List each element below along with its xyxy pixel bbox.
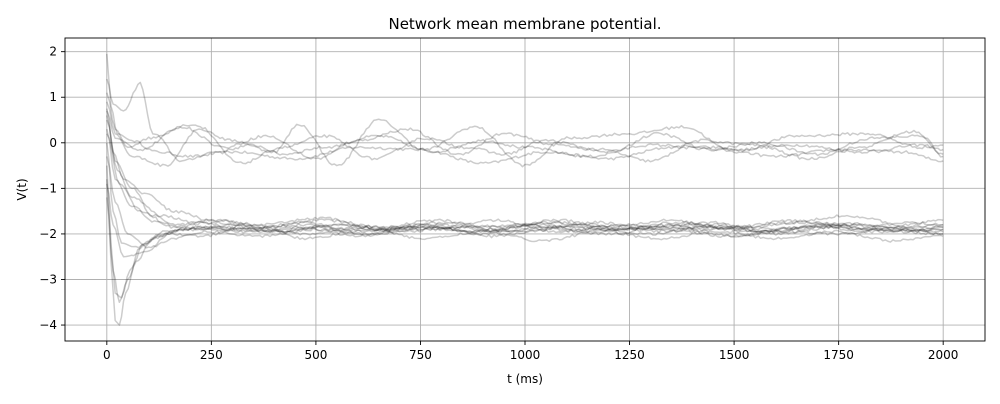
x-tick-label: 1750 — [823, 348, 854, 362]
x-tick-label: 750 — [409, 348, 432, 362]
x-tick-label: 250 — [200, 348, 223, 362]
series-line-7 — [106, 142, 944, 249]
series-line-1 — [106, 78, 944, 163]
series-line-13 — [106, 133, 944, 232]
y-axis-label: V(t) — [15, 178, 29, 200]
series-line-2 — [106, 92, 944, 168]
series-line-4 — [106, 110, 944, 160]
x-axis-label: t (ms) — [507, 372, 543, 386]
series-line-6 — [106, 128, 944, 236]
x-tick-label: 1000 — [510, 348, 541, 362]
axis-ticks: 0 250 500 750 1000 1250 1500 1750 2000 2 1 0 −1 −2 −3 −… — [39, 45, 958, 362]
chart-title: Network mean membrane potential. — [388, 15, 661, 33]
y-tick-label: −4 — [39, 318, 57, 332]
series-line-9 — [106, 179, 944, 326]
x-tick-label: 0 — [103, 348, 111, 362]
series-line-14 — [106, 183, 944, 258]
x-tick-label: 1250 — [614, 348, 645, 362]
y-tick-label: −3 — [39, 272, 57, 286]
y-tick-label: −2 — [39, 227, 57, 241]
y-tick-label: 1 — [49, 90, 57, 104]
grid — [65, 38, 985, 341]
series-line-12 — [106, 156, 944, 249]
series-line-3 — [106, 101, 944, 168]
x-tick-label: 2000 — [928, 348, 959, 362]
series-line-0 — [106, 53, 944, 165]
series-line-5 — [106, 115, 944, 236]
series-line-15 — [106, 108, 944, 232]
series-line-8 — [106, 165, 944, 299]
series-line-11 — [106, 119, 944, 236]
y-tick-label: −1 — [39, 181, 57, 195]
x-tick-label: 500 — [304, 348, 327, 362]
y-tick-label: 0 — [49, 136, 57, 150]
series-line-10 — [106, 197, 944, 304]
y-tick-label: 2 — [49, 45, 57, 59]
x-tick-label: 1500 — [719, 348, 750, 362]
series-traces — [106, 53, 944, 326]
